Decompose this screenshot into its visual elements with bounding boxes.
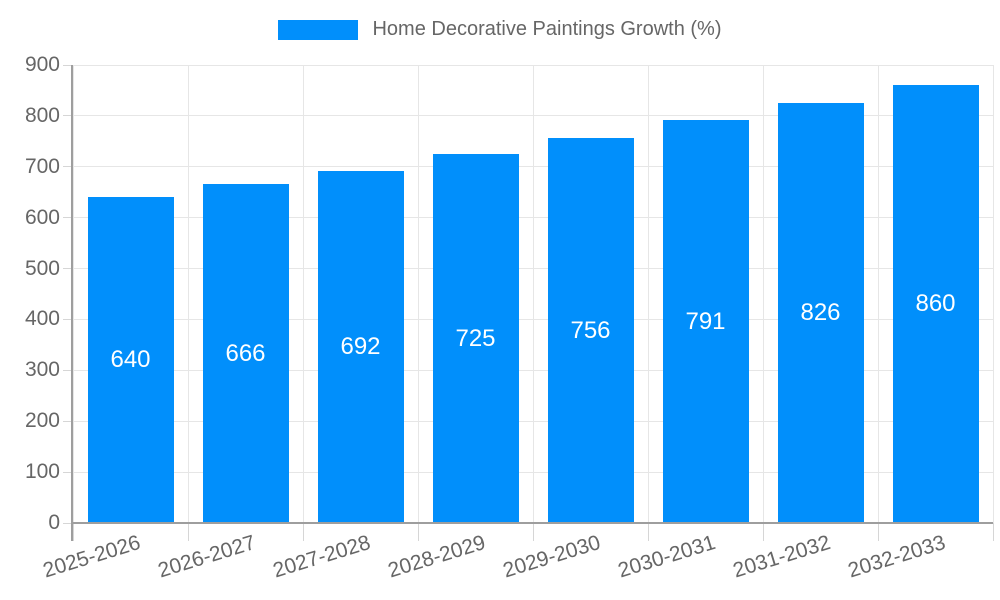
x-axis-label: 2030-2031 (615, 531, 719, 583)
bar: 826 (777, 102, 864, 523)
bar-value-label: 860 (915, 290, 956, 318)
x-gridline (647, 65, 649, 523)
y-tick-label: 500 (24, 256, 60, 280)
y-tick-label: 600 (24, 205, 60, 229)
x-gridline (762, 65, 764, 523)
y-tick-label: 0 (48, 511, 60, 534)
bar: 640 (87, 197, 174, 523)
x-gridline (992, 65, 994, 523)
x-tick (992, 523, 994, 541)
y-tick-label: 900 (24, 53, 60, 76)
bar-value-label: 725 (455, 324, 496, 352)
x-axis-label: 2026-2027 (155, 531, 259, 583)
y-tick (63, 420, 73, 422)
y-tick (63, 522, 73, 524)
x-tick (187, 523, 189, 541)
x-tick (647, 523, 649, 541)
legend-marker-icon (278, 19, 359, 40)
bar-value-label: 640 (110, 346, 151, 374)
x-axis-label: 2027-2028 (270, 531, 374, 583)
x-axis-label: 2031-2032 (730, 531, 834, 583)
legend: Home Decorative Paintings Growth (%) (0, 18, 1000, 41)
x-axis-label: 2029-2030 (500, 531, 604, 583)
bar-value-label: 756 (570, 316, 611, 344)
x-axis-label: 2028-2029 (385, 531, 489, 583)
x-axis-line (73, 522, 993, 524)
x-gridline (417, 65, 419, 523)
y-tick-label: 800 (24, 103, 60, 127)
bar-value-label: 692 (340, 332, 381, 360)
x-axis-label: 2032-2033 (845, 531, 949, 583)
y-tick (63, 115, 73, 117)
y-tick (63, 369, 73, 371)
bar: 756 (547, 138, 634, 523)
x-tick (302, 523, 304, 541)
y-tick (63, 166, 73, 168)
y-tick-label: 200 (24, 409, 60, 433)
x-tick (532, 523, 534, 541)
bar: 725 (432, 154, 519, 523)
y-tick (63, 217, 73, 219)
legend-item[interactable]: Home Decorative Paintings Growth (%) (278, 18, 722, 41)
y-axis-line (71, 65, 73, 541)
x-gridline (302, 65, 304, 523)
bar: 860 (892, 85, 979, 523)
x-gridline (187, 65, 189, 523)
bar-value-label: 666 (225, 339, 266, 367)
x-gridline (877, 65, 879, 523)
y-tick (63, 64, 73, 66)
bar-value-label: 826 (800, 298, 841, 326)
y-tick-label: 700 (24, 154, 60, 178)
legend-label: Home Decorative Paintings Growth (%) (372, 18, 722, 40)
y-tick (63, 268, 73, 270)
bar: 692 (317, 170, 404, 523)
bar: 666 (202, 184, 289, 523)
x-tick (762, 523, 764, 541)
x-tick (877, 523, 879, 541)
y-tick (63, 471, 73, 473)
bar-value-label: 791 (685, 307, 726, 335)
y-tick-label: 300 (24, 358, 60, 382)
y-tick-label: 400 (24, 307, 60, 331)
x-gridline (72, 65, 74, 523)
bar: 791 (662, 120, 749, 523)
x-gridline (532, 65, 534, 523)
x-axis-label: 2025-2026 (40, 531, 144, 583)
x-tick (417, 523, 419, 541)
y-tick (63, 318, 73, 320)
x-tick (72, 523, 74, 541)
y-tick-label: 100 (24, 460, 60, 484)
